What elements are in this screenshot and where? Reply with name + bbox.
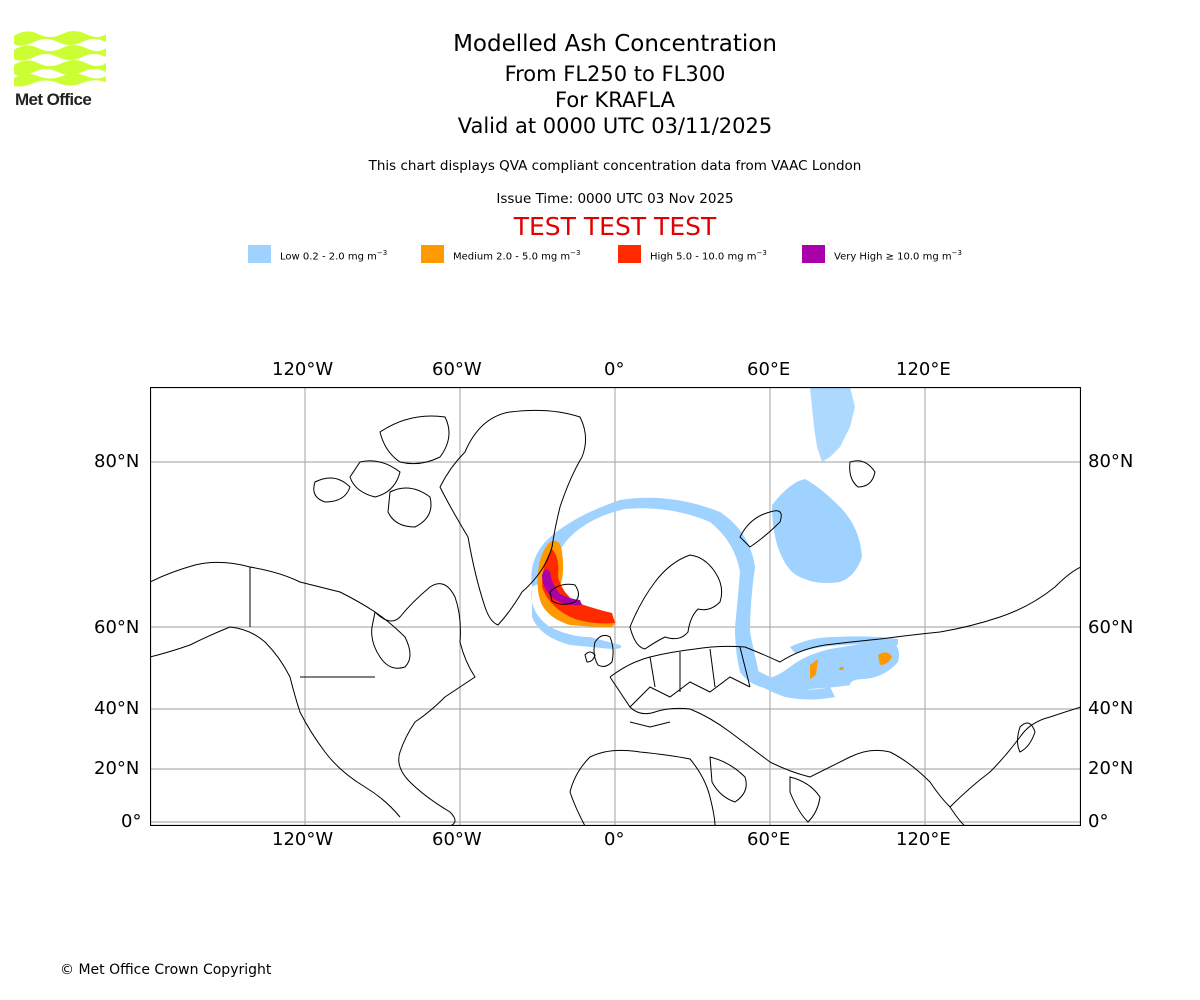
legend-label-low: Low 0.2 - 2.0 mg m <box>280 251 377 263</box>
lon-tick-bottom: 0° <box>604 829 625 850</box>
ash-low-concentration <box>531 387 899 700</box>
lat-tick-right: 20°N <box>1088 758 1134 779</box>
met-office-logo: Met Office <box>14 30 106 112</box>
flight-level-range: From FL250 to FL300 <box>504 62 726 86</box>
lat-tick-left: 60°N <box>94 617 140 638</box>
lon-tick-top: 120°E <box>896 359 951 380</box>
coastlines <box>150 409 1081 826</box>
lon-tick-bottom: 60°W <box>432 829 482 850</box>
map-frame <box>150 387 1081 826</box>
chart-title-block: Modelled Ash Concentration From FL250 to… <box>0 30 1200 139</box>
test-banner: TEST TEST TEST <box>513 212 717 241</box>
lon-tick-top: 60°W <box>432 359 482 380</box>
chart-description: This chart displays QVA compliant concen… <box>368 158 862 174</box>
lat-tick-right: 80°N <box>1088 451 1134 472</box>
legend-swatch-medium <box>421 245 444 263</box>
ash-high-concentration <box>542 549 615 624</box>
copyright-notice: © Met Office Crown Copyright <box>60 962 272 978</box>
legend-swatch-low <box>248 245 271 263</box>
map-canvas <box>150 387 1081 826</box>
ash-map: 120°W 60°W 0° 60°E 120°E 120°W 60°W 0° 6… <box>0 340 1200 880</box>
lat-tick-left: 20°N <box>94 758 140 779</box>
logo-text: Met Office <box>15 90 92 109</box>
legend-swatch-high <box>618 245 641 263</box>
lat-tick-right: 40°N <box>1088 698 1134 719</box>
lon-tick-bottom: 120°W <box>272 829 334 850</box>
legend-label-high: High 5.0 - 10.0 mg m <box>650 251 757 263</box>
lat-tick-right: 0° <box>1088 811 1109 832</box>
lat-tick-right: 60°N <box>1088 617 1134 638</box>
chart-title: Modelled Ash Concentration <box>453 31 777 57</box>
valid-time: Valid at 0000 UTC 03/11/2025 <box>457 114 773 138</box>
gridlines <box>150 387 1081 826</box>
volcano-name: For KRAFLA <box>555 88 675 112</box>
issue-time: Issue Time: 0000 UTC 03 Nov 2025 <box>496 191 734 207</box>
lon-tick-bottom: 120°E <box>896 829 951 850</box>
met-office-waves-icon <box>14 31 106 87</box>
lon-tick-top: 0° <box>604 359 625 380</box>
legend-label-medium: Medium 2.0 - 5.0 mg m <box>453 251 571 263</box>
lon-tick-top: 60°E <box>747 359 791 380</box>
legend-label-very-high: Very High ≥ 10.0 mg m <box>834 251 952 263</box>
ash-very-high-concentration <box>542 569 582 606</box>
legend-swatch-very-high <box>802 245 825 263</box>
lat-tick-left: 40°N <box>94 698 140 719</box>
lon-tick-top: 120°W <box>272 359 334 380</box>
lon-tick-bottom: 60°E <box>747 829 791 850</box>
lat-tick-left: 0° <box>121 811 142 832</box>
lat-tick-left: 80°N <box>94 451 140 472</box>
